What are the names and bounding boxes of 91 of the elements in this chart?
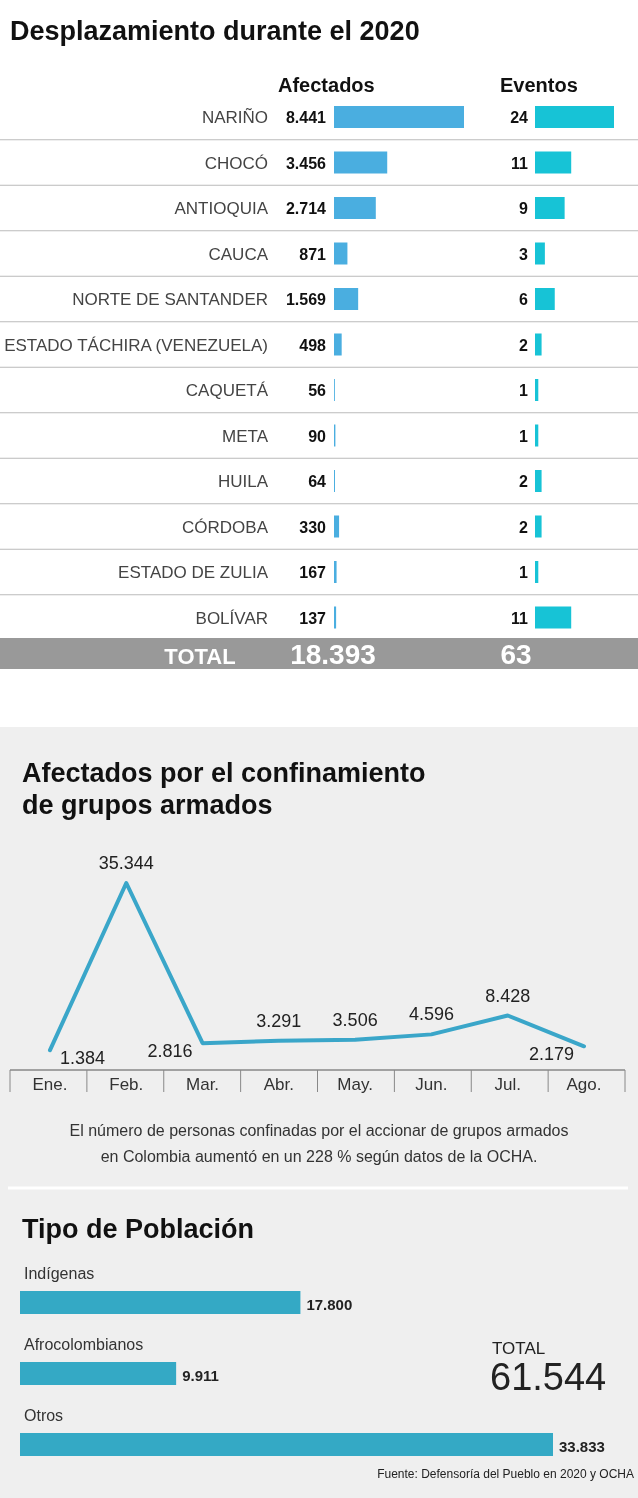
bar xyxy=(535,106,614,128)
y-tick-label: ESTADO TÁCHIRA (VENEZUELA) xyxy=(4,335,268,355)
y-tick-label: CAUCA xyxy=(208,244,269,264)
data-label: 330 xyxy=(299,518,327,536)
bar xyxy=(535,606,572,629)
y-tick-label: Afrocolombianos xyxy=(24,1336,144,1353)
bar xyxy=(334,242,348,265)
bar xyxy=(334,106,464,128)
data-label: 2.816 xyxy=(147,1041,193,1062)
data-label: 3.506 xyxy=(332,1009,378,1030)
bar xyxy=(535,197,565,219)
bar xyxy=(334,606,337,629)
data-label: 9 xyxy=(519,200,529,217)
data-label: 871 xyxy=(299,245,327,263)
data-label: 3.456 xyxy=(285,154,327,172)
bar xyxy=(535,288,555,310)
bar xyxy=(535,424,539,447)
annotation: 61.544 xyxy=(490,1356,607,1398)
data-label: 1 xyxy=(519,382,529,399)
data-label: 1.384 xyxy=(60,1048,106,1069)
y-tick-label: CHOCÓ xyxy=(204,153,268,173)
series-label: Eventos xyxy=(500,74,578,96)
data-label: 1 xyxy=(519,564,529,581)
data-label: 3.291 xyxy=(256,1010,302,1031)
data-label: 2 xyxy=(519,518,529,536)
data-label: 2 xyxy=(519,336,529,354)
series-label: Afectados xyxy=(278,74,375,96)
data-label: 167 xyxy=(299,564,327,581)
text: El número de personas confinadas por el accionar de grupos armados en Colombia aumentó en un 228 % según datos de la OCHA. xyxy=(69,1122,569,1165)
data-label: 33.833 xyxy=(559,1438,605,1455)
text: TOTAL xyxy=(164,644,236,669)
data-label: 2.179 xyxy=(528,1044,574,1065)
data-label: 64 xyxy=(308,473,327,490)
x-tick-label: Abr. xyxy=(263,1075,294,1094)
y-tick-label: META xyxy=(222,426,269,446)
bar xyxy=(535,561,539,583)
data-label: 2 xyxy=(519,473,529,490)
source-note: Fuente: Defensoría del Pueblo en 2020 y OCHA xyxy=(377,1467,634,1481)
data-label: 90 xyxy=(308,427,327,445)
bar xyxy=(334,515,340,538)
x-tick-label: Mar. xyxy=(186,1075,220,1094)
annotation: TOTAL xyxy=(492,1339,546,1358)
y-tick-label: BOLÍVAR xyxy=(195,608,268,628)
y-tick-label: Otros xyxy=(24,1407,64,1424)
y-tick-label: CAQUETÁ xyxy=(185,381,269,400)
bar xyxy=(334,197,376,219)
x-tick-label: Ene. xyxy=(32,1075,68,1094)
data-label: 11 xyxy=(511,154,529,172)
bar xyxy=(334,561,337,583)
data-label: 4.596 xyxy=(408,1004,454,1025)
bar xyxy=(535,151,572,174)
bar xyxy=(535,470,542,492)
data-label: 8.441 xyxy=(285,109,327,126)
bar xyxy=(535,333,542,356)
y-tick-label: ESTADO DE ZULIA xyxy=(118,563,269,582)
y-tick-label: NARIÑO xyxy=(201,108,268,127)
data-label: 3 xyxy=(519,245,529,263)
text: 63 xyxy=(500,639,532,670)
y-tick-label: ANTIOQUIA xyxy=(174,199,269,218)
bar xyxy=(535,515,542,538)
data-label: 8.428 xyxy=(485,985,531,1006)
x-tick-label: Ago. xyxy=(566,1075,602,1094)
bar xyxy=(334,151,388,174)
y-tick-label: NORTE DE SANTANDER xyxy=(72,290,268,309)
chart-title: Afectados por el confinamiento de grupos armados xyxy=(22,758,426,820)
chart-title: Tipo de Población xyxy=(22,1214,255,1244)
bar xyxy=(334,333,342,356)
y-tick-label: CÓRDOBA xyxy=(182,517,269,537)
data-label: 17.800 xyxy=(306,1296,353,1313)
x-tick-label: Jun. xyxy=(415,1075,448,1094)
bar xyxy=(535,379,539,401)
y-tick-label: HUILA xyxy=(217,472,269,491)
x-tick-label: Jul. xyxy=(494,1075,521,1094)
chart-title: Desplazamiento durante el 2020 xyxy=(10,16,420,46)
data-label: 2.714 xyxy=(285,200,327,217)
data-label: 11 xyxy=(511,609,529,627)
data-label: 35.344 xyxy=(98,853,154,873)
data-label: 137 xyxy=(299,609,327,627)
data-label: 1 xyxy=(519,427,529,445)
data-label: 1.569 xyxy=(285,291,327,308)
bar xyxy=(334,288,359,310)
data-label: 498 xyxy=(299,336,327,354)
data-label: 56 xyxy=(308,382,327,399)
annotation: 18.393 xyxy=(290,639,376,670)
bar xyxy=(535,242,545,265)
y-tick-label: Indígenas xyxy=(24,1265,95,1282)
data-label: 9.911 xyxy=(182,1367,219,1384)
data-label: 6 xyxy=(519,291,529,308)
x-tick-label: Feb. xyxy=(109,1075,144,1094)
x-tick-label: May. xyxy=(337,1075,373,1094)
data-label: 24 xyxy=(510,109,529,126)
